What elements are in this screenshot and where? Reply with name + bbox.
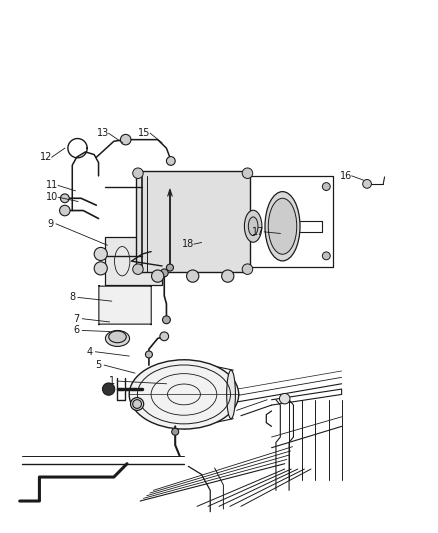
Ellipse shape (129, 360, 239, 429)
Circle shape (242, 264, 253, 274)
Circle shape (94, 262, 107, 275)
Ellipse shape (265, 191, 300, 261)
Ellipse shape (244, 210, 262, 242)
Circle shape (60, 194, 69, 203)
Circle shape (162, 316, 170, 324)
Text: 12: 12 (40, 152, 52, 162)
Circle shape (94, 247, 107, 261)
Ellipse shape (131, 398, 144, 410)
Circle shape (166, 157, 175, 165)
Text: 11: 11 (46, 181, 59, 190)
FancyBboxPatch shape (136, 171, 250, 272)
Text: 7: 7 (74, 314, 80, 324)
Circle shape (322, 183, 330, 190)
Circle shape (242, 168, 253, 179)
Ellipse shape (106, 330, 130, 346)
Circle shape (145, 351, 152, 358)
Circle shape (120, 134, 131, 145)
FancyBboxPatch shape (105, 237, 162, 285)
Text: 5: 5 (95, 360, 102, 370)
Circle shape (152, 270, 164, 282)
Circle shape (187, 270, 199, 282)
Circle shape (60, 205, 70, 216)
Text: 17: 17 (252, 227, 265, 237)
Text: 9: 9 (47, 219, 53, 229)
Ellipse shape (268, 198, 297, 254)
Circle shape (133, 400, 141, 408)
Circle shape (222, 270, 234, 282)
Text: 6: 6 (74, 326, 80, 335)
Circle shape (363, 180, 371, 188)
Circle shape (133, 168, 143, 179)
Circle shape (322, 252, 330, 260)
Circle shape (279, 393, 290, 404)
Ellipse shape (109, 331, 126, 343)
Circle shape (160, 269, 168, 277)
Circle shape (133, 264, 143, 274)
Circle shape (160, 332, 169, 341)
Text: 15: 15 (138, 128, 151, 138)
Text: 16: 16 (340, 171, 352, 181)
Ellipse shape (248, 217, 258, 236)
Circle shape (172, 428, 179, 435)
Text: 18: 18 (182, 239, 194, 249)
Ellipse shape (227, 370, 236, 419)
Circle shape (102, 383, 115, 395)
Text: 13: 13 (97, 128, 109, 138)
Circle shape (166, 264, 173, 271)
Text: 4: 4 (87, 347, 93, 357)
Text: 8: 8 (69, 293, 75, 302)
Text: 10: 10 (46, 192, 59, 202)
FancyBboxPatch shape (99, 285, 151, 325)
Text: 1: 1 (109, 376, 115, 386)
